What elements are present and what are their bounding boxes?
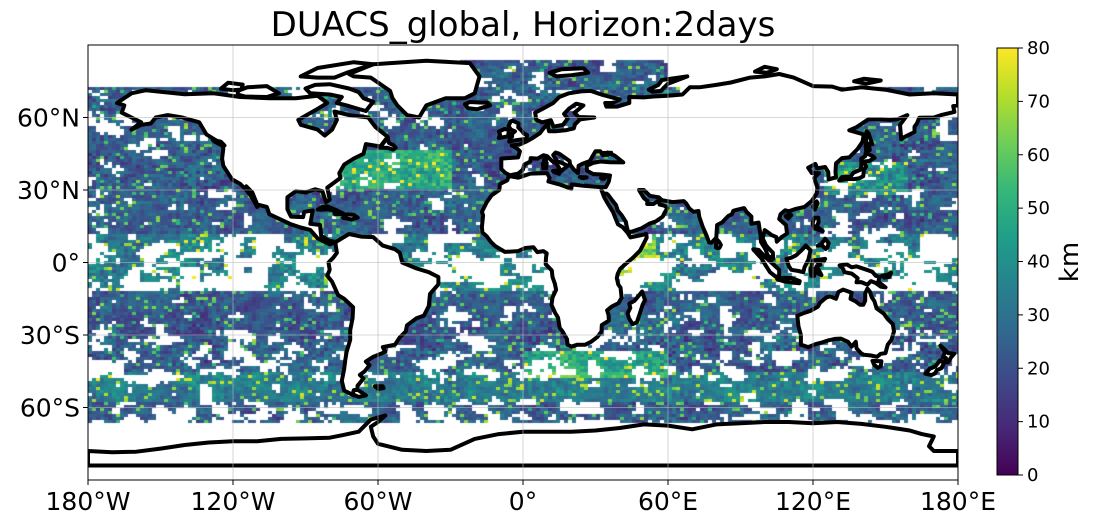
landmass-new-siberian-islands	[852, 76, 883, 86]
chart-title: DUACS_global, Horizon:2days	[271, 5, 776, 45]
colorbar-tick-label: 20	[1027, 358, 1050, 379]
landmass-ellesmere-island	[298, 60, 376, 80]
lat-tick-label: 0°	[52, 249, 80, 278]
landmass-victoria-island	[235, 84, 281, 99]
landmass-south-america	[325, 232, 441, 398]
map-area	[88, 45, 958, 480]
colorbar-tick-label: 0	[1027, 465, 1038, 486]
lon-tick-label: 60°W	[343, 487, 412, 516]
colorbar-tick-label: 60	[1027, 145, 1050, 166]
colorbar: 0 10 20 30 40 50 60 70 80 km	[996, 38, 1085, 486]
lon-tick-label: 60°E	[638, 487, 698, 516]
landmass-ireland	[496, 126, 511, 140]
graticule	[88, 45, 958, 480]
latitude-tick-labels: 60°N 30°N 0° 30°S 60°S	[17, 104, 88, 423]
landmass-cuba	[315, 204, 346, 217]
colorbar-tick-label: 40	[1027, 252, 1050, 273]
landmass-sri-lanka	[713, 236, 723, 251]
landmass-tasmania	[870, 358, 884, 370]
colorbar-gradient	[996, 47, 1019, 476]
landmass-svalbard	[547, 66, 591, 79]
lon-tick-label: 180°E	[920, 487, 996, 516]
landmass-japan-hokkaido	[859, 150, 877, 165]
landmasses	[88, 58, 958, 468]
longitude-tick-labels: 180°W 120°W 60°W 0° 60°E 120°E 180°E	[46, 480, 996, 516]
landmass-borneo	[784, 243, 813, 275]
landmass-taiwan	[811, 199, 820, 212]
landmass-corsica	[541, 156, 548, 165]
landmass-baffin-island	[303, 82, 376, 113]
colorbar-label: km	[1055, 242, 1085, 282]
landmass-vancouver-island	[210, 138, 227, 148]
lon-tick-label: 120°W	[191, 487, 276, 516]
landmass-cyprus	[599, 174, 609, 181]
landmass-severnaya-zemlya	[753, 64, 779, 75]
landmass-crimea	[600, 150, 614, 157]
lon-tick-label: 180°W	[46, 487, 131, 516]
landmass-newfoundland	[377, 135, 398, 152]
landmass-hispaniola	[341, 212, 360, 222]
landmass-novaya-zemlya	[646, 74, 690, 94]
landmass-tierra-del-fuego	[350, 387, 368, 399]
landmass-luzon	[810, 215, 825, 234]
colorbar-tick-label: 10	[1027, 412, 1050, 433]
landmass-great-britain	[506, 118, 530, 144]
landmass-australia	[795, 286, 896, 359]
landmass-greenland	[347, 58, 482, 120]
colorbar-ticks: 0 10 20 30 40 50 60 70 80	[1018, 38, 1050, 486]
landmass-crete	[577, 175, 589, 181]
lat-tick-label: 60°N	[17, 104, 80, 133]
landmass-japan-honshu	[837, 160, 869, 183]
landmass-new-zealand-south	[923, 358, 947, 378]
lat-tick-label: 30°N	[17, 176, 80, 205]
colorbar-tick-label: 70	[1027, 91, 1050, 112]
colorbar-tick-label: 30	[1027, 305, 1050, 326]
landmass-mindanao	[815, 236, 831, 251]
lat-tick-label: 60°S	[20, 394, 80, 423]
landmass-java	[775, 275, 802, 286]
lon-tick-label: 0°	[509, 487, 537, 516]
landmass-hainan	[783, 211, 794, 221]
landmass-new-guinea	[837, 262, 888, 290]
landmass-iceland	[463, 100, 493, 112]
lat-tick-label: 30°S	[20, 321, 80, 350]
landmass-new-britain	[879, 270, 894, 280]
landmass-sakhalin	[863, 129, 875, 154]
colorbar-tick-label: 80	[1027, 38, 1050, 59]
landmass-madagascar	[625, 289, 647, 327]
lon-tick-label: 120°E	[775, 487, 851, 516]
colorbar-tick-label: 50	[1027, 198, 1050, 219]
landmass-falkland-islands	[372, 384, 386, 391]
landmass-new-zealand-north	[938, 343, 957, 365]
landmass-banks-island	[218, 80, 245, 93]
landmass-sicily	[551, 168, 563, 176]
